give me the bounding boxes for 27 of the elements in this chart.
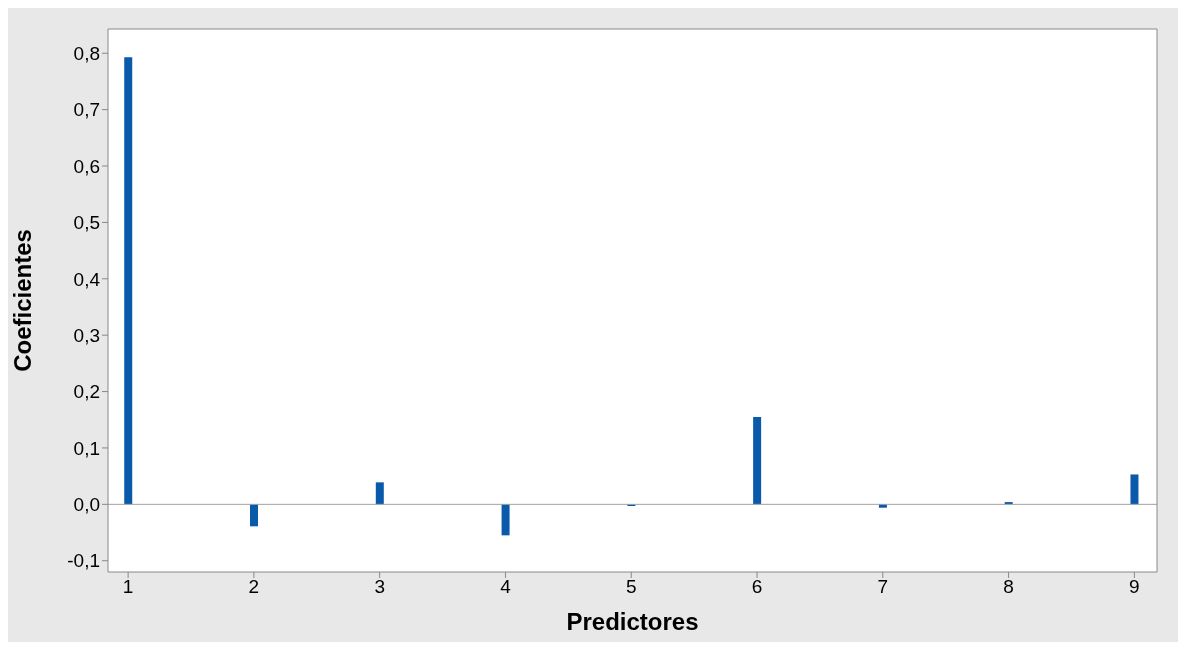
y-tick-label: 0,7 (73, 99, 100, 121)
x-tick-label: 7 (877, 576, 889, 598)
x-tick-label: 8 (1003, 576, 1014, 598)
y-tick-label: 0,3 (73, 324, 100, 346)
y-tick-label: 0,8 (73, 42, 100, 64)
bar (1130, 474, 1139, 505)
x-tick-label: 5 (625, 576, 637, 598)
x-tick-label: 4 (500, 576, 512, 598)
y-tick-label: 0,2 (73, 381, 100, 403)
y-tick-label: -0,1 (67, 550, 100, 572)
y-tick-label: 0,5 (73, 212, 100, 234)
x-tick-label: 1 (122, 576, 134, 598)
y-tick-label: 0,6 (73, 155, 100, 177)
y-tick-label: 0,4 (73, 268, 101, 290)
x-tick-label: 3 (374, 576, 385, 598)
y-tick-label: 0,1 (73, 437, 100, 459)
y-tick-label: 0,0 (73, 494, 100, 516)
x-tick-label: 6 (751, 576, 763, 598)
bar (250, 504, 259, 527)
bar (753, 416, 762, 505)
y-axis-title: Coeficientes (8, 229, 36, 372)
x-tick-label: 2 (248, 576, 260, 598)
x-axis-title: Predictores (566, 608, 699, 635)
bar (124, 57, 133, 505)
bar (501, 504, 510, 536)
x-tick-label: 9 (1129, 576, 1140, 598)
bar (375, 482, 384, 505)
